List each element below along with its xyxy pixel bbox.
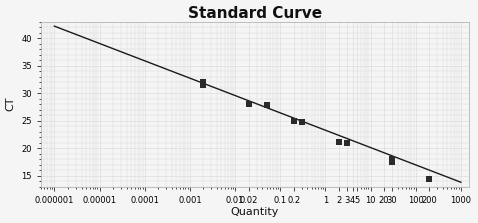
Point	[263, 103, 271, 107]
Y-axis label: CT: CT	[6, 97, 16, 112]
Point	[290, 119, 298, 122]
X-axis label: Quantity: Quantity	[230, 207, 279, 217]
Point	[388, 160, 396, 164]
Point	[200, 81, 207, 84]
Point	[343, 141, 351, 145]
Point	[245, 102, 252, 105]
Point	[425, 178, 433, 181]
Point	[335, 140, 343, 143]
Point	[298, 120, 305, 124]
Title: Standard Curve: Standard Curve	[188, 6, 322, 21]
Point	[200, 83, 207, 87]
Point	[388, 157, 396, 161]
